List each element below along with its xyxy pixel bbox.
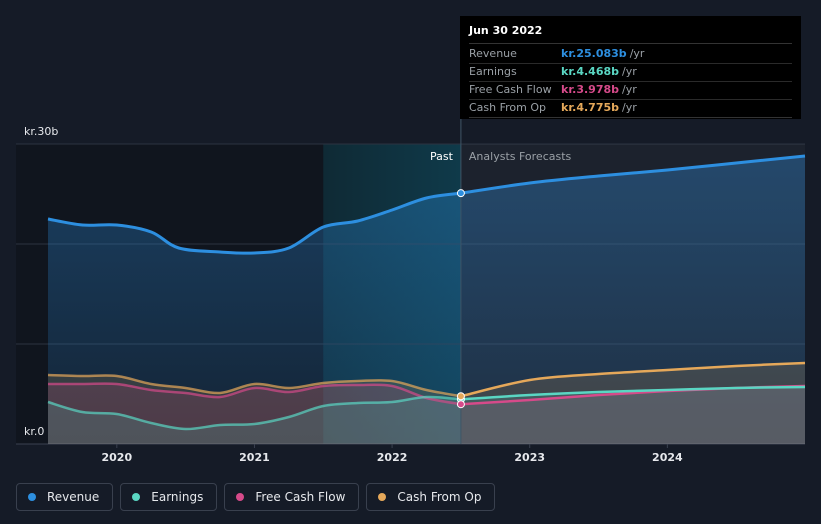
tooltip-value: kr.25.083b [561, 47, 627, 60]
tooltip-value: kr.4.775b [561, 101, 620, 114]
cash-from-op-dot-icon [378, 493, 387, 501]
x-tick-label: 2023 [514, 451, 545, 464]
free-cash-flow-area [48, 383, 805, 444]
tooltip-row-earnings: Earnings kr.4.468b /yr [469, 64, 792, 82]
x-tick-label: 2024 [652, 451, 683, 464]
forecast-region [461, 144, 805, 444]
tooltip-label: Cash From Op [469, 101, 547, 114]
tooltip-unit: /yr [629, 47, 645, 60]
legend: Revenue Earnings Free Cash Flow Cash Fro… [16, 483, 496, 511]
tooltip-unit: /yr [622, 101, 637, 114]
legend-label: Free Cash Flow [255, 490, 346, 504]
tooltip-unit: /yr [622, 65, 637, 78]
x-tick-label: 2020 [102, 451, 133, 464]
free-cash-flow-marker [456, 400, 465, 409]
revenue-marker [456, 189, 465, 198]
tooltip-date: Jun 30 2022 [469, 24, 792, 44]
legend-label: Revenue [47, 490, 100, 504]
earnings-area [48, 387, 805, 444]
tooltip-label: Free Cash Flow [469, 83, 552, 96]
legend-label: Earnings [151, 490, 204, 504]
tooltip-value: kr.4.468b [561, 65, 620, 78]
x-tick-label: 2021 [239, 451, 270, 464]
tooltip-row-revenue: Revenue kr.25.083b /yr [469, 46, 792, 64]
earnings-line-past [47, 395, 461, 431]
past-label: Past [430, 150, 454, 163]
legend-label: Cash From Op [397, 490, 482, 504]
legend-item-revenue[interactable]: Revenue [16, 483, 114, 511]
earnings-line-forecast [460, 385, 806, 401]
free-cash-flow-dot-icon [236, 493, 245, 501]
x-tick-label: 2022 [377, 451, 408, 464]
legend-item-free-cash-flow[interactable]: Free Cash Flow [224, 483, 360, 511]
tooltip-row-cash-from-op: Cash From Op kr.4.775b /yr [469, 100, 792, 118]
tooltip-row-free-cash-flow: Free Cash Flow kr.3.978b /yr [469, 82, 792, 100]
tooltip-label: Revenue [469, 47, 517, 60]
revenue-line-forecast [460, 154, 806, 195]
cash-from-op-marker [456, 392, 465, 401]
y-axis-top-label: kr.30b [24, 125, 58, 138]
legend-item-earnings[interactable]: Earnings [120, 483, 218, 511]
y-axis-bottom-label: kr.0 [24, 425, 44, 438]
tooltip-unit: /yr [622, 83, 637, 96]
cash-from-op-line-past [47, 373, 462, 398]
free-cash-flow-line-past [47, 382, 462, 406]
tooltip: Jun 30 2022 Revenue kr.25.083b /yr Earni… [460, 16, 801, 119]
legend-item-cash-from-op[interactable]: Cash From Op [366, 483, 496, 511]
tooltip-value: kr.3.978b [561, 83, 620, 96]
tooltip-label: Earnings [469, 65, 517, 78]
forecast-label: Analysts Forecasts [469, 150, 572, 163]
revenue-line-past [47, 191, 462, 255]
revenue-dot-icon [28, 493, 36, 501]
earnings-dot-icon [132, 493, 141, 501]
cash-from-op-line-forecast [460, 361, 806, 398]
